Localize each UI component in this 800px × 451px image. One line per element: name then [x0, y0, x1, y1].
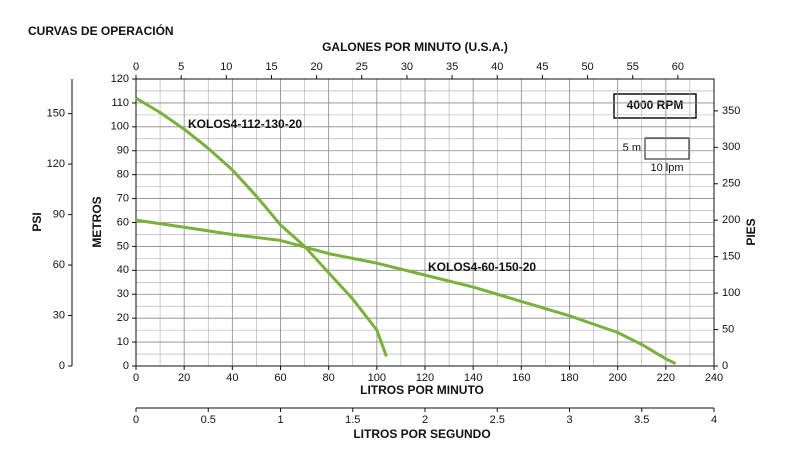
x-tick-label: 200 — [608, 372, 626, 384]
x-tick-label: 220 — [657, 372, 675, 384]
series-label: KOLOS4-60-150-20 — [428, 260, 536, 274]
psi-tick-label: 0 — [59, 360, 65, 372]
psi-tick-label: 120 — [47, 158, 65, 170]
x-axis-title: LITROS POR MINUTO — [360, 383, 484, 397]
second-x-tick-label: 0.5 — [201, 414, 216, 426]
plot-frame — [135, 78, 715, 367]
top-tick-label: 55 — [627, 61, 639, 73]
pies-tick-label: 50 — [722, 323, 734, 335]
top-axis-title: GALONES POR MINUTO (U.S.A.) — [322, 40, 508, 54]
top-tick-label: 25 — [356, 61, 368, 73]
pies-tick-label: 200 — [722, 214, 740, 226]
x-tick-label: 80 — [323, 372, 335, 384]
scale-box — [644, 137, 690, 160]
psi-tick-label: 30 — [53, 309, 65, 321]
rpm-box — [613, 93, 697, 119]
y-tick-label: 110 — [111, 97, 129, 109]
second-x-tick-label: 2 — [422, 414, 428, 426]
second-x-tick-label: 0 — [133, 414, 139, 426]
x-tick-label: 60 — [274, 372, 286, 384]
top-tick-label: 30 — [401, 61, 413, 73]
pies-tick-label: 300 — [722, 141, 740, 153]
pies-axis-title: PIES — [744, 218, 758, 245]
y-tick-label: 80 — [117, 169, 129, 181]
y-axis-title: METROS — [90, 196, 104, 247]
second-x-tick-label: 2.5 — [490, 414, 505, 426]
y-tick-label: 90 — [117, 145, 129, 157]
psi-tick-label: 90 — [53, 208, 65, 220]
x-tick-label: 120 — [416, 372, 434, 384]
psi-tick-label: 150 — [47, 108, 65, 120]
pies-tick-label: 350 — [722, 105, 740, 117]
top-tick-label: 10 — [220, 61, 232, 73]
pies-tick-label: 250 — [722, 178, 740, 190]
y-tick-label: 50 — [117, 240, 129, 252]
x-tick-label: 140 — [464, 372, 482, 384]
second-x-tick-label: 3 — [566, 414, 572, 426]
series-label: KOLOS4-112-130-20 — [188, 117, 302, 131]
y-tick-label: 70 — [117, 192, 129, 204]
y-tick-label: 10 — [117, 336, 129, 348]
top-tick-label: 5 — [178, 61, 184, 73]
pies-tick-label: 150 — [722, 251, 740, 263]
second-x-tick-label: 3.5 — [634, 414, 649, 426]
psi-axis-title: PSI — [30, 212, 44, 231]
scale-height-label: 5 m — [623, 142, 641, 154]
x-tick-label: 100 — [368, 372, 386, 384]
scale-width-label: 10 lpm — [650, 162, 683, 174]
top-tick-label: 20 — [311, 61, 323, 73]
second-x-tick-label: 4 — [711, 414, 717, 426]
y-tick-label: 120 — [111, 73, 129, 85]
x-tick-label: 160 — [512, 372, 530, 384]
second-x-tick-label: 1.5 — [345, 414, 360, 426]
second-x-tick-label: 1 — [277, 414, 283, 426]
top-tick-label: 40 — [491, 61, 503, 73]
y-tick-label: 100 — [111, 121, 129, 133]
pies-tick-label: 100 — [722, 287, 740, 299]
top-tick-label: 45 — [536, 61, 548, 73]
pies-tick-label: 0 — [722, 360, 728, 372]
rpm-label: 4000 RPM — [627, 98, 684, 112]
y-tick-label: 20 — [117, 312, 129, 324]
x-tick-label: 40 — [226, 372, 238, 384]
top-tick-label: 15 — [265, 61, 277, 73]
second-x-axis-title: LITROS POR SEGUNDO — [353, 427, 490, 441]
top-tick-label: 60 — [672, 61, 684, 73]
x-tick-label: 180 — [560, 372, 578, 384]
y-tick-label: 60 — [117, 216, 129, 228]
top-tick-label: 50 — [581, 61, 593, 73]
y-tick-label: 0 — [123, 360, 129, 372]
y-tick-label: 30 — [117, 288, 129, 300]
chart-title: CURVAS DE OPERACIÓN — [28, 23, 174, 38]
x-tick-label: 20 — [178, 372, 190, 384]
top-tick-label: 0 — [133, 61, 139, 73]
x-tick-label: 0 — [133, 372, 139, 384]
top-tick-label: 35 — [446, 61, 458, 73]
y-tick-label: 40 — [117, 264, 129, 276]
curve — [135, 218, 677, 365]
psi-tick-label: 60 — [53, 259, 65, 271]
curve — [135, 96, 388, 357]
x-tick-label: 240 — [705, 372, 723, 384]
